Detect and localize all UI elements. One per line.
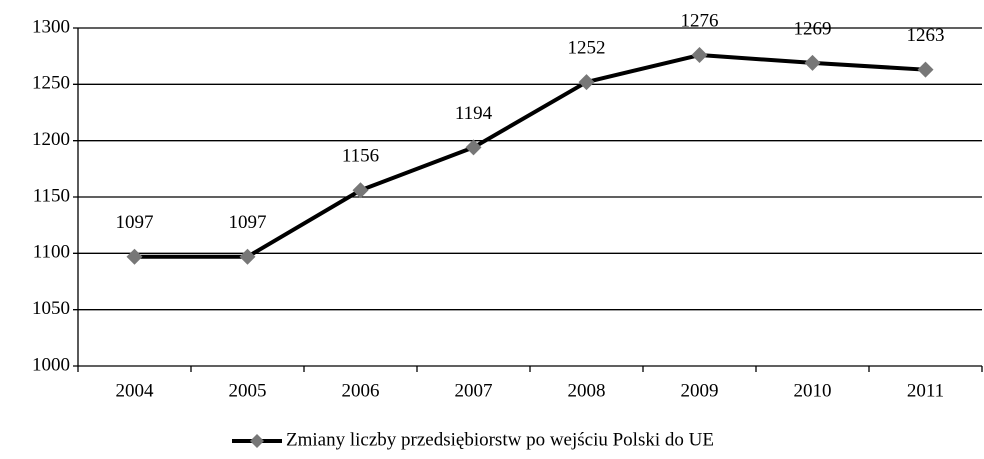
legend-marker [250, 434, 264, 448]
marker [126, 248, 143, 265]
y-tick-label: 1150 [33, 185, 70, 206]
y-tick-label: 1300 [32, 16, 70, 37]
data-label: 1276 [681, 10, 719, 31]
x-tick-label: 2006 [342, 380, 380, 401]
data-label: 1269 [794, 18, 832, 39]
y-tick-label: 1250 [32, 73, 70, 94]
marker [691, 47, 708, 64]
x-tick-label: 2007 [455, 380, 493, 401]
x-tick-label: 2005 [229, 380, 267, 401]
data-label: 1194 [455, 103, 493, 124]
marker [239, 248, 256, 265]
marker [352, 182, 369, 199]
y-tick-label: 1050 [32, 298, 70, 319]
y-tick-label: 1100 [33, 242, 70, 263]
data-label: 1252 [568, 37, 606, 58]
x-tick-label: 2011 [907, 380, 944, 401]
data-label: 1156 [342, 146, 379, 167]
marker [917, 61, 934, 78]
marker [578, 74, 595, 91]
x-tick-label: 2009 [681, 380, 719, 401]
y-tick-label: 1000 [32, 354, 70, 375]
x-tick-label: 2004 [116, 380, 155, 401]
data-label: 1097 [229, 212, 267, 233]
data-label: 1097 [116, 212, 154, 233]
marker [804, 54, 821, 71]
y-tick-label: 1200 [32, 129, 70, 150]
data-label: 1263 [907, 25, 945, 46]
x-tick-label: 2010 [794, 380, 832, 401]
x-tick-label: 2008 [568, 380, 606, 401]
legend-label: Zmiany liczby przedsiębiorstw po wejściu… [286, 429, 714, 450]
marker [465, 139, 482, 156]
series-line [134, 53, 926, 259]
